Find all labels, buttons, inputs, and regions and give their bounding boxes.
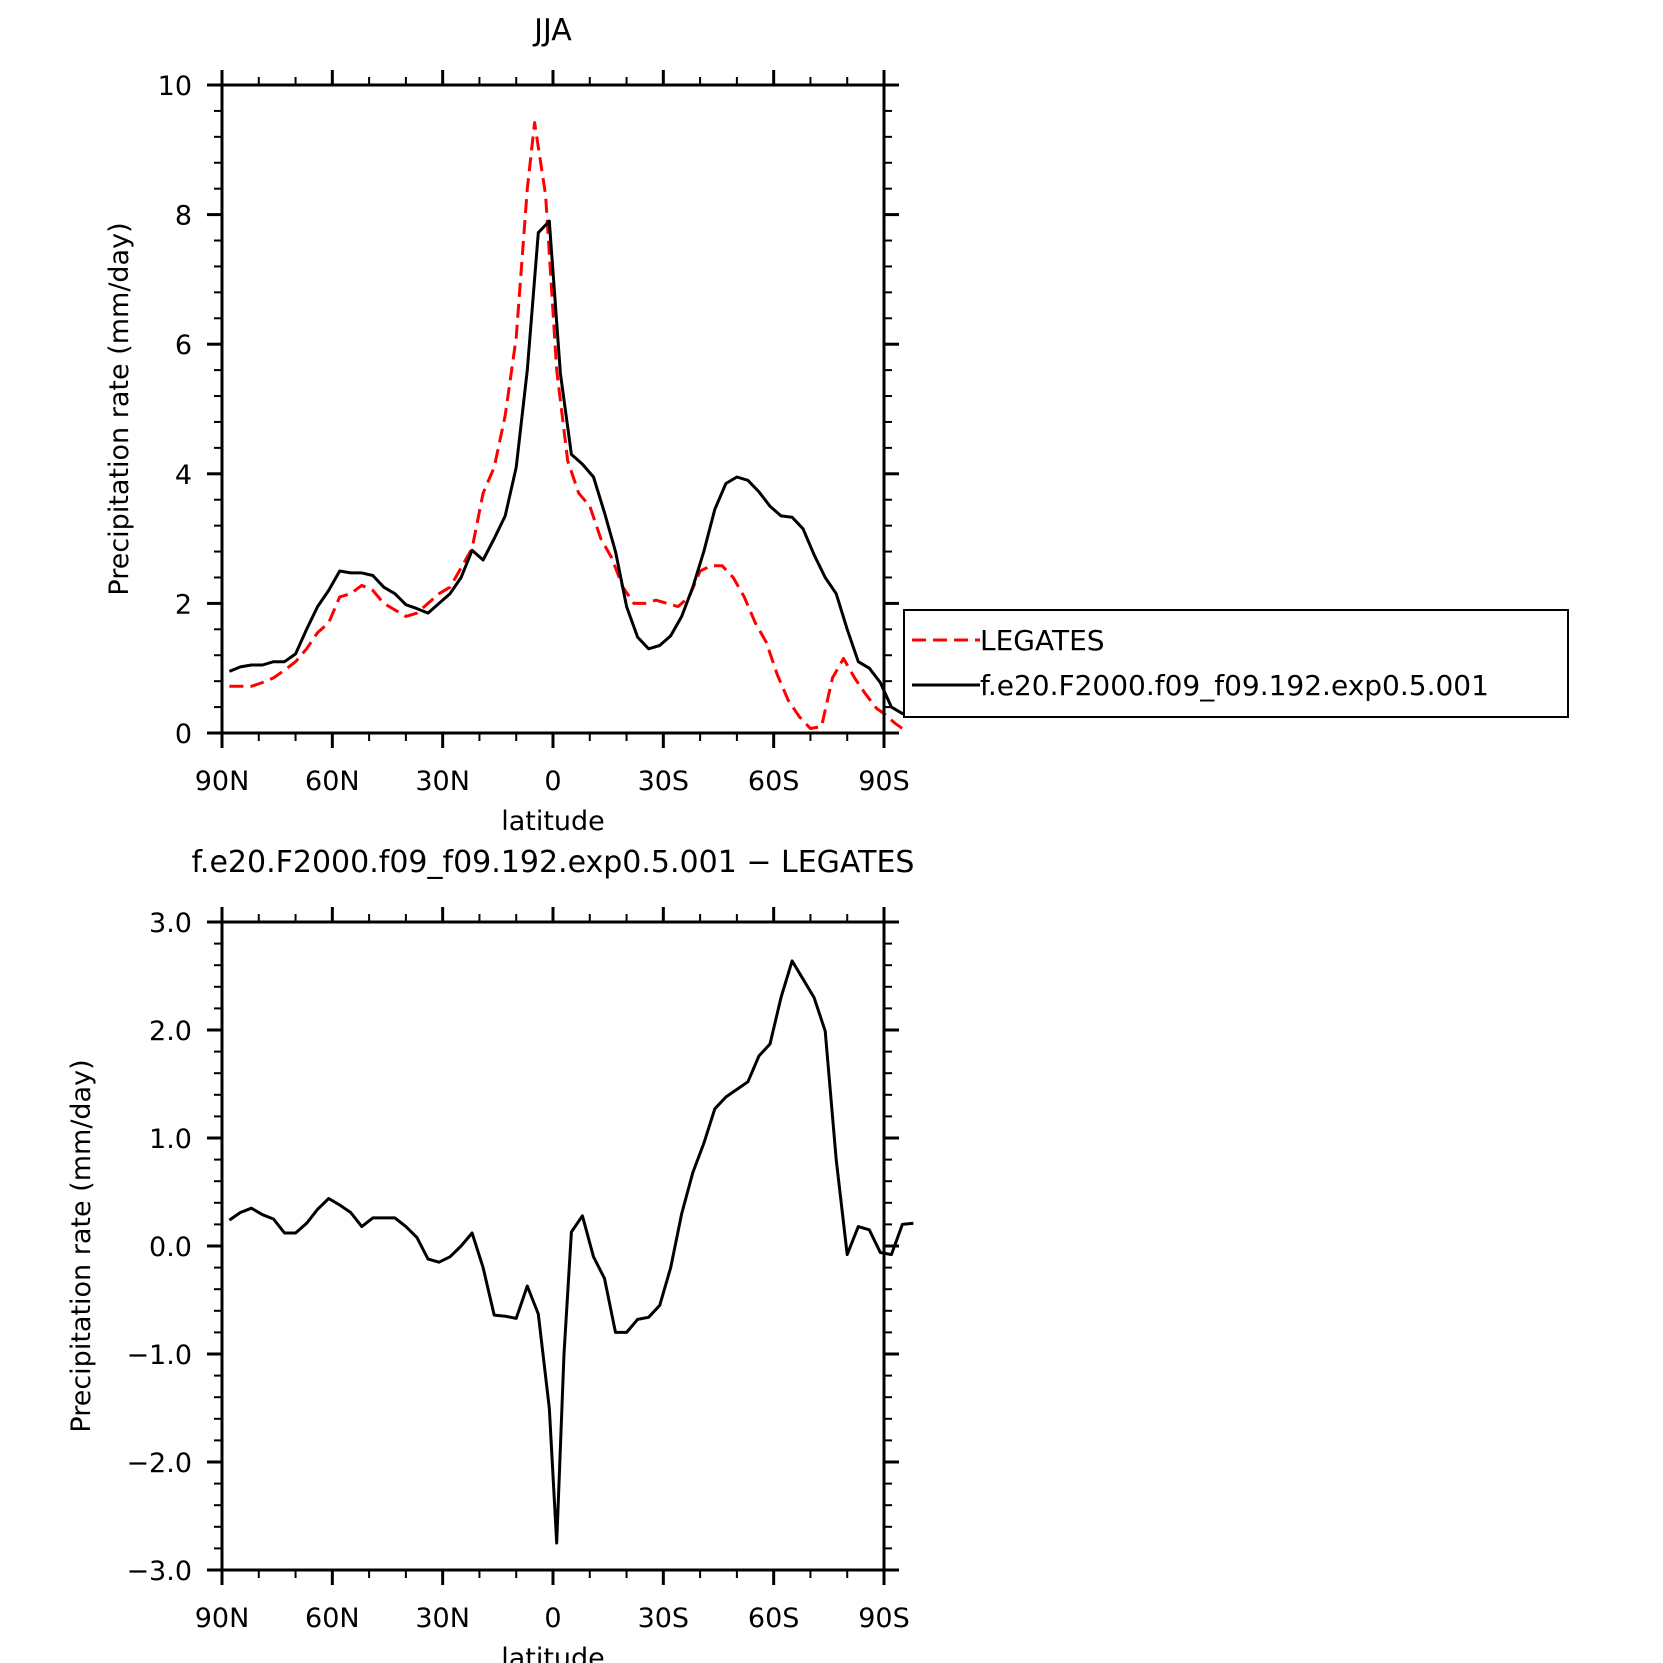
y-axis-label: Precipitation rate (mm/day) xyxy=(104,222,135,595)
plot-title: JJA xyxy=(532,13,572,48)
x-tick-label: 60S xyxy=(748,1603,800,1634)
x-tick-label: 90S xyxy=(858,766,910,797)
series-line-legates xyxy=(229,121,907,733)
x-tick-label: 60S xyxy=(748,766,800,797)
series-line-difference xyxy=(228,959,914,1545)
legend-label: f.e20.F2000.f09_f09.192.exp0.5.001 xyxy=(980,669,1489,702)
y-tick-label: −1.0 xyxy=(126,1340,192,1371)
x-tick-label: 30S xyxy=(638,1603,690,1634)
series-line-f-e20-f2000-f09-f09-192-exp0-5-001 xyxy=(228,219,925,717)
y-tick-label: 10 xyxy=(158,71,192,102)
y-axis-label: Precipitation rate (mm/day) xyxy=(66,1059,97,1432)
y-tick-label: 2 xyxy=(175,589,192,620)
x-tick-label: 60N xyxy=(305,1603,360,1634)
x-tick-label: 90S xyxy=(858,1603,910,1634)
y-tick-label: 8 xyxy=(175,201,192,232)
y-tick-label: 4 xyxy=(175,460,192,491)
x-tick-label: 90N xyxy=(195,766,250,797)
y-tick-label: 6 xyxy=(175,330,192,361)
legend: LEGATES f.e20.F2000.f09_f09.192.exp0.5.00… xyxy=(903,609,1569,718)
y-tick-label: 0.0 xyxy=(149,1232,192,1263)
x-tick-label: 0 xyxy=(544,766,561,797)
x-axis-label: latitude xyxy=(501,806,605,837)
x-tick-label: 30N xyxy=(415,766,470,797)
x-axis-label: latitude xyxy=(501,1643,605,1663)
x-tick-label: 30N xyxy=(415,1603,470,1634)
plot-frame xyxy=(220,83,886,735)
x-tick-label: 0 xyxy=(544,1603,561,1634)
y-tick-label: 0 xyxy=(175,719,192,750)
x-tick-label: 30S xyxy=(638,766,690,797)
x-tick-label: 60N xyxy=(305,766,360,797)
legend-box xyxy=(903,609,1569,718)
plot-title: f.e20.F2000.f09_f09.192.exp0.5.001 − LEG… xyxy=(192,845,915,880)
y-tick-label: −2.0 xyxy=(126,1448,192,1479)
y-tick-label: 2.0 xyxy=(149,1016,192,1047)
x-tick-label: 90N xyxy=(195,1603,250,1634)
y-tick-label: −3.0 xyxy=(126,1556,192,1587)
precipitation-difference-panel: f.e20.F2000.f09_f09.192.exp0.5.001 − LEG… xyxy=(66,845,914,1663)
precipitation-jja-panel: JJA 90N 60N 30N 0 30S 60S 90S 0 2 4 6 8 10 latitude Pre… xyxy=(104,13,1569,837)
legend-label: LEGATES xyxy=(980,624,1105,657)
y-tick-label: 3.0 xyxy=(149,908,192,939)
y-tick-label: 1.0 xyxy=(149,1124,192,1155)
